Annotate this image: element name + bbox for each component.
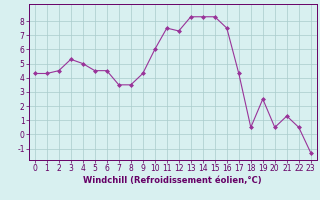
- X-axis label: Windchill (Refroidissement éolien,°C): Windchill (Refroidissement éolien,°C): [84, 176, 262, 185]
